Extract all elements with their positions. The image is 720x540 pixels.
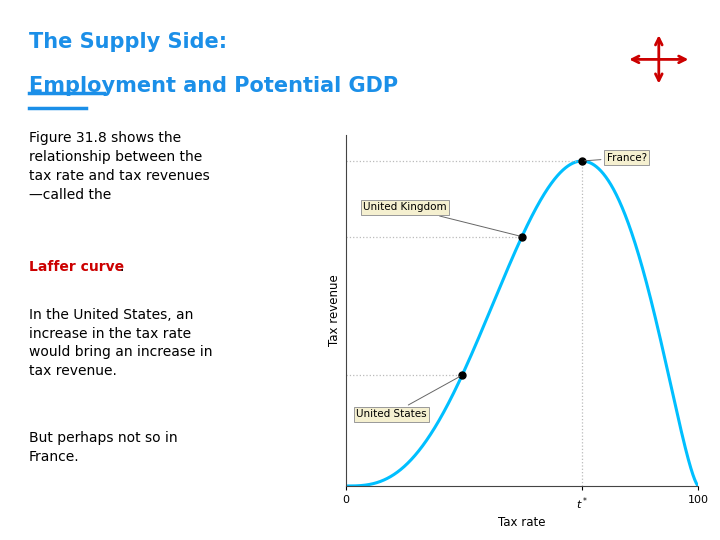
Text: Employment and Potential GDP: Employment and Potential GDP xyxy=(29,76,398,96)
Text: But perhaps not so in
France.: But perhaps not so in France. xyxy=(29,431,177,464)
Y-axis label: Tax revenue: Tax revenue xyxy=(328,275,341,346)
Text: The Supply Side:: The Supply Side: xyxy=(29,32,227,52)
Text: United States: United States xyxy=(356,376,459,419)
Text: United Kingdom: United Kingdom xyxy=(363,202,519,236)
Text: In the United States, an
increase in the tax rate
would bring an increase in
tax: In the United States, an increase in the… xyxy=(29,308,212,379)
Text: France?: France? xyxy=(585,153,647,163)
Text: .: . xyxy=(120,260,124,274)
Text: Figure 31.8 shows the
relationship between the
tax rate and tax revenues
—called: Figure 31.8 shows the relationship betwe… xyxy=(29,131,210,202)
X-axis label: Tax rate: Tax rate xyxy=(498,516,546,529)
Text: Laffer curve: Laffer curve xyxy=(29,260,124,274)
